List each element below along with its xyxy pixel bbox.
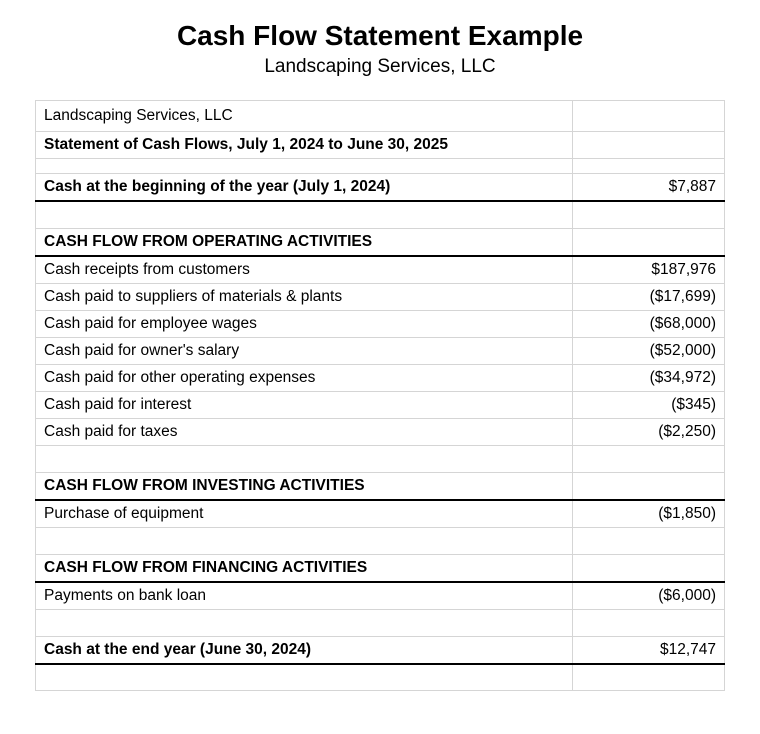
ending-value: $12,747 <box>573 636 725 664</box>
table-row <box>36 609 725 636</box>
table-row: Cash paid to suppliers of materials & pl… <box>36 283 725 310</box>
table-row: Cash at the end year (June 30, 2024) $12… <box>36 636 725 664</box>
company-name-cell: Landscaping Services, LLC <box>36 101 573 132</box>
empty-cell <box>36 664 573 691</box>
table-row: Cash paid for taxes ($2,250) <box>36 418 725 445</box>
page-title: Cash Flow Statement Example <box>35 20 725 52</box>
row-value: ($68,000) <box>573 310 725 337</box>
empty-cell <box>573 609 725 636</box>
beginning-label: Cash at the beginning of the year (July … <box>36 174 573 202</box>
table-row: Cash paid for interest ($345) <box>36 391 725 418</box>
table-row <box>36 159 725 174</box>
row-value: ($34,972) <box>573 364 725 391</box>
cashflow-tbody: Landscaping Services, LLC Statement of C… <box>36 101 725 691</box>
table-row: Purchase of equipment ($1,850) <box>36 500 725 528</box>
empty-cell <box>573 228 725 256</box>
row-value: ($345) <box>573 391 725 418</box>
table-row: Cash receipts from customers $187,976 <box>36 256 725 284</box>
empty-cell <box>573 527 725 554</box>
empty-cell <box>573 445 725 472</box>
row-label: Cash paid for taxes <box>36 418 573 445</box>
page-subtitle: Landscaping Services, LLC <box>35 56 725 78</box>
financing-heading: CASH FLOW FROM FINANCING ACTIVITIES <box>36 554 573 582</box>
empty-cell <box>573 132 725 159</box>
empty-cell <box>573 159 725 174</box>
empty-cell <box>36 201 573 228</box>
empty-cell <box>573 664 725 691</box>
investing-heading: CASH FLOW FROM INVESTING ACTIVITIES <box>36 472 573 500</box>
table-row <box>36 527 725 554</box>
table-row: Cash paid for employee wages ($68,000) <box>36 310 725 337</box>
row-label: Cash paid for interest <box>36 391 573 418</box>
empty-cell <box>573 201 725 228</box>
table-row: Cash at the beginning of the year (July … <box>36 174 725 202</box>
beginning-value: $7,887 <box>573 174 725 202</box>
row-value: ($2,250) <box>573 418 725 445</box>
table-row: CASH FLOW FROM FINANCING ACTIVITIES <box>36 554 725 582</box>
row-label: Cash receipts from customers <box>36 256 573 284</box>
empty-cell <box>36 609 573 636</box>
empty-cell <box>36 445 573 472</box>
table-row: CASH FLOW FROM OPERATING ACTIVITIES <box>36 228 725 256</box>
table-row: Payments on bank loan ($6,000) <box>36 582 725 610</box>
ending-label: Cash at the end year (June 30, 2024) <box>36 636 573 664</box>
table-row <box>36 664 725 691</box>
table-row <box>36 201 725 228</box>
row-value: $187,976 <box>573 256 725 284</box>
row-label: Cash paid for employee wages <box>36 310 573 337</box>
row-value: ($6,000) <box>573 582 725 610</box>
empty-cell <box>573 472 725 500</box>
row-label: Cash paid for other operating expenses <box>36 364 573 391</box>
operating-heading: CASH FLOW FROM OPERATING ACTIVITIES <box>36 228 573 256</box>
row-label: Payments on bank loan <box>36 582 573 610</box>
empty-cell <box>36 159 573 174</box>
table-row: Cash paid for owner's salary ($52,000) <box>36 337 725 364</box>
row-value: ($52,000) <box>573 337 725 364</box>
cashflow-table: Landscaping Services, LLC Statement of C… <box>35 100 725 691</box>
empty-cell <box>36 527 573 554</box>
row-label: Purchase of equipment <box>36 500 573 528</box>
table-row <box>36 445 725 472</box>
row-label: Cash paid for owner's salary <box>36 337 573 364</box>
empty-cell <box>573 101 725 132</box>
statement-period-cell: Statement of Cash Flows, July 1, 2024 to… <box>36 132 573 159</box>
table-row: CASH FLOW FROM INVESTING ACTIVITIES <box>36 472 725 500</box>
table-row: Landscaping Services, LLC <box>36 101 725 132</box>
table-row: Cash paid for other operating expenses (… <box>36 364 725 391</box>
table-row: Statement of Cash Flows, July 1, 2024 to… <box>36 132 725 159</box>
row-label: Cash paid to suppliers of materials & pl… <box>36 283 573 310</box>
row-value: ($1,850) <box>573 500 725 528</box>
empty-cell <box>573 554 725 582</box>
row-value: ($17,699) <box>573 283 725 310</box>
